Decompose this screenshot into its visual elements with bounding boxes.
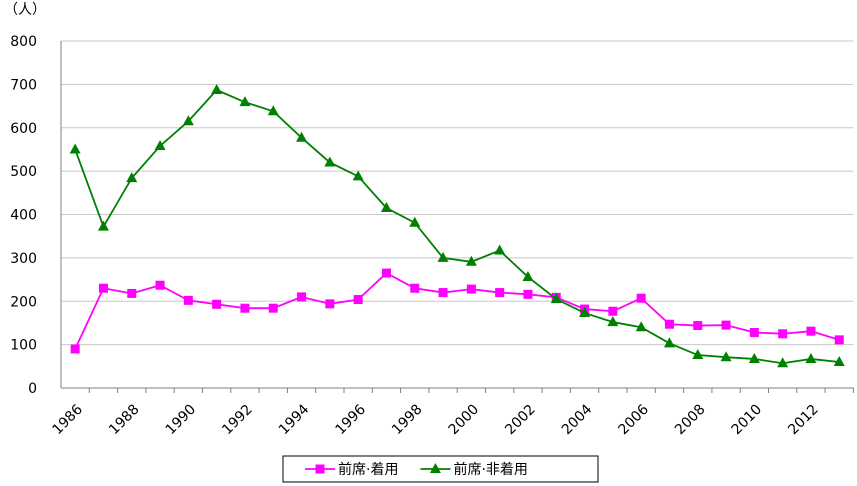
marker xyxy=(523,289,533,299)
marker xyxy=(834,335,844,345)
x-tick-label: 2010 xyxy=(729,402,766,439)
marker xyxy=(127,288,137,298)
marker xyxy=(664,319,674,329)
marker xyxy=(579,306,591,317)
marker xyxy=(183,295,193,305)
marker xyxy=(608,306,618,316)
marker xyxy=(437,251,449,262)
x-tick-label: 2008 xyxy=(672,402,709,439)
series-line xyxy=(74,271,840,350)
marker xyxy=(324,156,336,167)
marker xyxy=(495,288,505,298)
marker xyxy=(98,283,108,293)
marker xyxy=(410,283,420,293)
marker xyxy=(494,244,506,255)
marker xyxy=(353,295,363,305)
marker xyxy=(778,329,788,339)
y-tick-label: 400 xyxy=(10,208,37,224)
x-tick-label: 1986 xyxy=(49,401,86,438)
y-tick-label: 800 xyxy=(10,34,37,50)
marker xyxy=(465,255,477,266)
marker xyxy=(749,327,759,337)
y-tick-label: 100 xyxy=(10,338,37,354)
marker xyxy=(296,131,308,142)
marker xyxy=(267,105,279,116)
y-tick-label: 300 xyxy=(10,251,37,267)
marker xyxy=(182,115,194,126)
x-tick-label: 1992 xyxy=(219,402,256,439)
marker xyxy=(693,321,703,331)
marker xyxy=(240,303,250,313)
marker xyxy=(380,201,392,212)
marker xyxy=(635,321,647,332)
marker xyxy=(607,316,619,327)
marker xyxy=(212,299,222,309)
y-tick-label: 500 xyxy=(10,164,37,180)
marker xyxy=(381,268,391,278)
marker xyxy=(663,337,675,348)
marker xyxy=(325,299,335,309)
x-tick-label: 1996 xyxy=(332,401,369,438)
marker xyxy=(466,284,476,294)
marker xyxy=(70,344,80,354)
x-tick-label: 2006 xyxy=(615,401,652,438)
marker xyxy=(239,96,251,107)
marker xyxy=(550,293,562,304)
x-tick-label: 1988 xyxy=(106,402,143,439)
legend-label: 前席·着用 xyxy=(338,461,398,478)
x-tick-label: 1990 xyxy=(163,402,200,439)
marker xyxy=(126,172,138,183)
y-tick-label: 0 xyxy=(28,381,37,397)
y-axis-label: （人） xyxy=(4,2,46,18)
marker xyxy=(748,352,760,363)
x-tick-label: 1998 xyxy=(389,402,426,439)
x-tick-label: 2012 xyxy=(785,402,822,439)
marker xyxy=(692,349,704,360)
marker xyxy=(721,320,731,330)
marker xyxy=(97,220,109,231)
marker xyxy=(352,170,364,181)
x-tick-label: 2000 xyxy=(446,402,483,439)
marker xyxy=(805,352,817,363)
series-line xyxy=(74,88,840,365)
marker xyxy=(154,139,166,150)
marker xyxy=(211,84,223,95)
marker xyxy=(777,357,789,368)
y-tick-label: 700 xyxy=(10,77,37,93)
marker xyxy=(268,303,278,313)
marker xyxy=(155,280,165,290)
marker xyxy=(69,143,81,154)
marker xyxy=(636,293,646,303)
x-tick-label: 2002 xyxy=(502,402,539,439)
legend-marker xyxy=(315,464,325,474)
marker xyxy=(833,355,845,366)
marker xyxy=(438,288,448,298)
x-tick-label: 2004 xyxy=(559,401,596,438)
marker xyxy=(806,326,816,336)
marker xyxy=(297,292,307,302)
x-tick-label: 1994 xyxy=(276,401,313,438)
marker xyxy=(522,270,534,281)
legend-label: 前席·非着用 xyxy=(453,461,527,478)
marker xyxy=(720,351,732,362)
y-tick-label: 200 xyxy=(10,294,37,310)
y-tick-label: 600 xyxy=(10,121,37,137)
legend-marker xyxy=(429,463,441,473)
marker xyxy=(409,216,421,227)
